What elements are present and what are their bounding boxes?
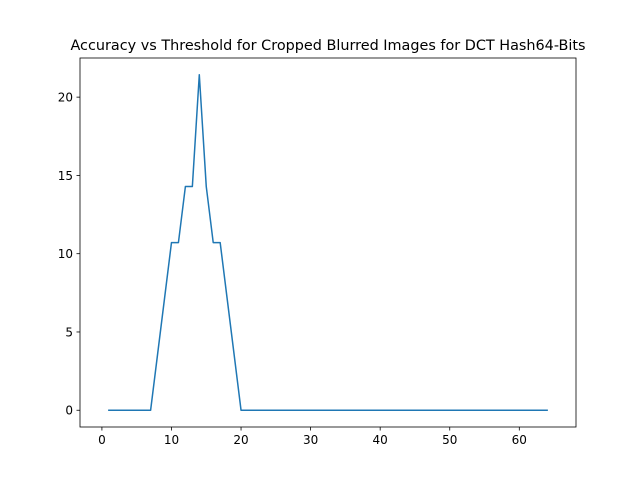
y-tick-label: 20 bbox=[58, 91, 73, 105]
x-tick-label: 20 bbox=[233, 433, 248, 447]
y-tick-label: 15 bbox=[58, 169, 73, 183]
y-axis-ticks: 0 5 10 15 20 bbox=[58, 91, 80, 418]
y-tick-label: 0 bbox=[65, 404, 73, 418]
x-tick-label: 0 bbox=[98, 433, 106, 447]
y-tick-label: 10 bbox=[58, 247, 73, 261]
x-axis-ticks: 0 10 20 30 40 50 60 bbox=[98, 427, 527, 447]
x-tick-label: 10 bbox=[164, 433, 179, 447]
series-line-accuracy bbox=[108, 74, 548, 411]
y-tick-label: 5 bbox=[65, 325, 73, 339]
x-tick-label: 40 bbox=[373, 433, 388, 447]
x-tick-label: 60 bbox=[512, 433, 527, 447]
x-tick-label: 30 bbox=[303, 433, 318, 447]
x-tick-label: 50 bbox=[442, 433, 457, 447]
plot-area bbox=[80, 58, 576, 427]
chart-title: Accuracy vs Threshold for Cropped Blurre… bbox=[70, 38, 585, 54]
plot-frame bbox=[79, 57, 577, 428]
